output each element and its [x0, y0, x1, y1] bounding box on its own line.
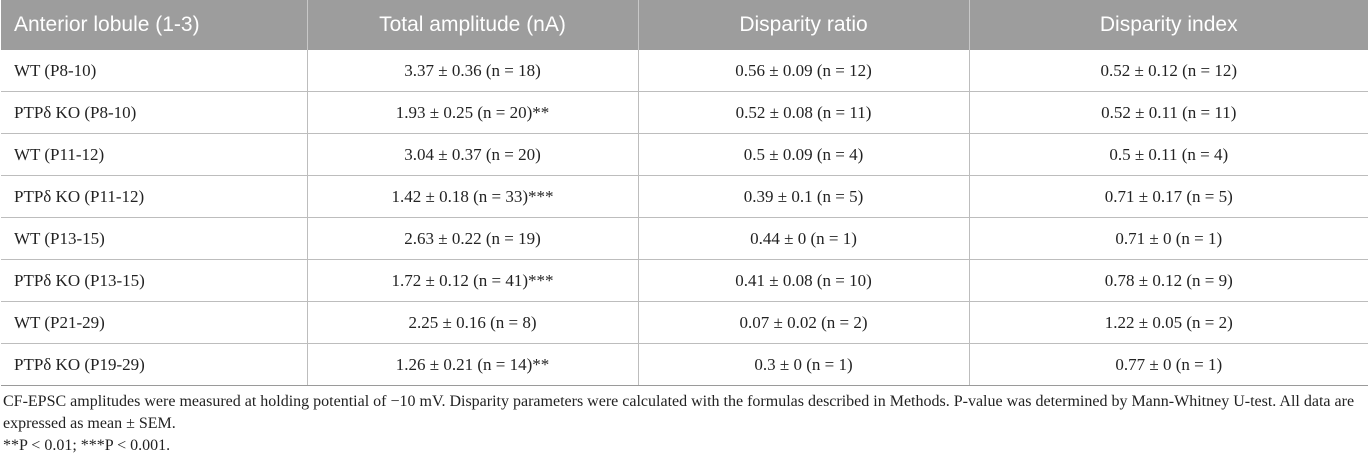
column-header-group: Anterior lobule (1-3): [1, 0, 308, 50]
cell-disparity-ratio: 0.44 ± 0 (n = 1): [638, 217, 970, 260]
cell-disparity-ratio: 0.41 ± 0.08 (n = 10): [638, 259, 970, 302]
cell-total-amplitude: 2.25 ± 0.16 (n = 8): [307, 301, 639, 344]
table-row: WT (P21-29) 2.25 ± 0.16 (n = 8) 0.07 ± 0…: [1, 301, 1368, 344]
cell-total-amplitude: 2.63 ± 0.22 (n = 19): [307, 217, 639, 260]
cell-disparity-ratio: 0.56 ± 0.09 (n = 12): [638, 50, 970, 92]
cell-disparity-ratio: 0.39 ± 0.1 (n = 5): [638, 175, 970, 218]
column-header-disparity-ratio: Disparity ratio: [638, 0, 970, 50]
table-row: PTPδ KO (P11-12) 1.42 ± 0.18 (n = 33)***…: [1, 175, 1368, 218]
data-table: Anterior lobule (1-3) Total amplitude (n…: [1, 0, 1368, 386]
table-row: PTPδ KO (P8-10) 1.93 ± 0.25 (n = 20)** 0…: [1, 91, 1368, 134]
cell-total-amplitude: 3.37 ± 0.36 (n = 18): [307, 50, 639, 92]
cell-disparity-index: 0.52 ± 0.12 (n = 12): [969, 50, 1368, 92]
cell-total-amplitude: 1.26 ± 0.21 (n = 14)**: [307, 343, 639, 386]
table-footnotes: CF-EPSC amplitudes were measured at hold…: [0, 386, 1363, 457]
cell-disparity-index: 0.77 ± 0 (n = 1): [969, 343, 1368, 386]
cell-disparity-ratio: 0.5 ± 0.09 (n = 4): [638, 133, 970, 176]
table-header: Anterior lobule (1-3) Total amplitude (n…: [1, 0, 1368, 50]
table-row: WT (P11-12) 3.04 ± 0.37 (n = 20) 0.5 ± 0…: [1, 133, 1368, 176]
cell-total-amplitude: 1.42 ± 0.18 (n = 33)***: [307, 175, 639, 218]
table-body: WT (P8-10) 3.37 ± 0.36 (n = 18) 0.56 ± 0…: [1, 50, 1368, 386]
row-label: WT (P13-15): [1, 217, 308, 260]
column-header-disparity-index: Disparity index: [969, 0, 1368, 50]
cell-total-amplitude: 3.04 ± 0.37 (n = 20): [307, 133, 639, 176]
cell-disparity-index: 0.71 ± 0 (n = 1): [969, 217, 1368, 260]
row-label: PTPδ KO (P11-12): [1, 175, 308, 218]
cell-disparity-index: 0.78 ± 0.12 (n = 9): [969, 259, 1368, 302]
row-label: PTPδ KO (P19-29): [1, 343, 308, 386]
cell-disparity-index: 0.52 ± 0.11 (n = 11): [969, 91, 1368, 134]
table-row: WT (P13-15) 2.63 ± 0.22 (n = 19) 0.44 ± …: [1, 217, 1368, 260]
cell-disparity-ratio: 0.52 ± 0.08 (n = 11): [638, 91, 970, 134]
cell-disparity-ratio: 0.3 ± 0 (n = 1): [638, 343, 970, 386]
cell-total-amplitude: 1.93 ± 0.25 (n = 20)**: [307, 91, 639, 134]
table-row: PTPδ KO (P13-15) 1.72 ± 0.12 (n = 41)***…: [1, 259, 1368, 302]
row-label: PTPδ KO (P8-10): [1, 91, 308, 134]
cell-total-amplitude: 1.72 ± 0.12 (n = 41)***: [307, 259, 639, 302]
table-row: PTPδ KO (P19-29) 1.26 ± 0.21 (n = 14)** …: [1, 343, 1368, 386]
footnote-methods: CF-EPSC amplitudes were measured at hold…: [3, 393, 1355, 432]
cell-disparity-index: 0.71 ± 0.17 (n = 5): [969, 175, 1368, 218]
row-label: WT (P8-10): [1, 50, 308, 92]
row-label: WT (P11-12): [1, 133, 308, 176]
column-header-total-amplitude: Total amplitude (nA): [307, 0, 639, 50]
row-label: PTPδ KO (P13-15): [1, 259, 308, 302]
cell-disparity-index: 0.5 ± 0.11 (n = 4): [969, 133, 1368, 176]
cell-disparity-ratio: 0.07 ± 0.02 (n = 2): [638, 301, 970, 344]
row-label: WT (P21-29): [1, 301, 308, 344]
footnote-significance: **P < 0.01; ***P < 0.001.: [3, 437, 171, 454]
cell-disparity-index: 1.22 ± 0.05 (n = 2): [969, 301, 1368, 344]
header-row: Anterior lobule (1-3) Total amplitude (n…: [1, 0, 1368, 50]
table-row: WT (P8-10) 3.37 ± 0.36 (n = 18) 0.56 ± 0…: [1, 50, 1368, 92]
